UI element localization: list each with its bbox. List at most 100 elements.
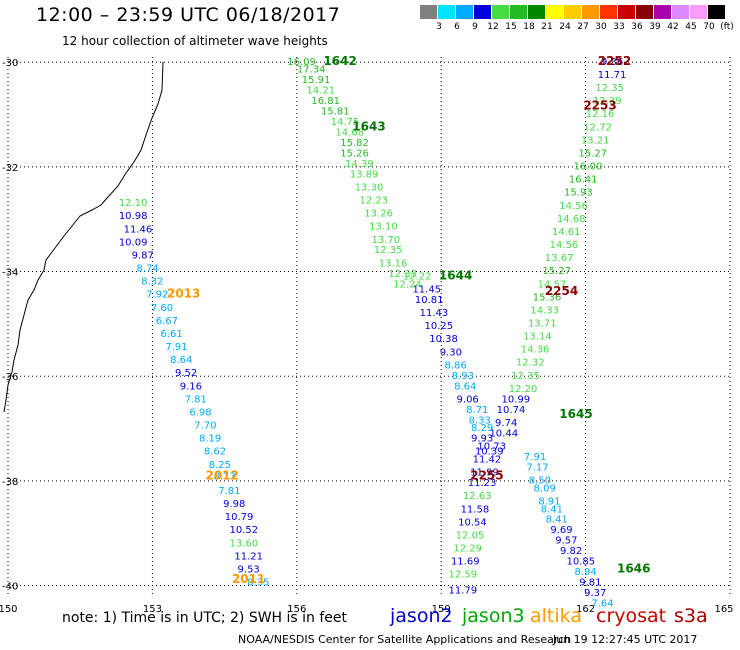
wave-height-value: 8.35	[247, 578, 269, 589]
scale-label: 18	[523, 22, 535, 32]
wave-height-value: 12.20	[509, 384, 538, 395]
wave-height-value: 9.57	[555, 536, 577, 547]
wave-height-value: 9.52	[175, 368, 197, 379]
wave-height-value: 8.50	[529, 475, 551, 486]
page-title: 12:00 – 23:59 UTC 06/18/2017	[36, 4, 341, 26]
wave-height-value: 9.16	[180, 381, 202, 392]
wave-height-value: 13.70	[372, 235, 401, 246]
lon-tick-label: 150	[0, 604, 18, 615]
wave-height-value: 12.33	[388, 269, 417, 280]
scale-label: (ft)	[720, 22, 734, 32]
wave-height-value: 8.94	[574, 567, 596, 578]
wave-height-value: 14.56	[559, 201, 588, 212]
wave-height-value: 6.98	[189, 407, 211, 418]
wave-height-value: 14.39	[345, 159, 374, 170]
scale-label: 12	[487, 22, 499, 32]
wave-height-value: 9.53	[238, 564, 260, 575]
wave-height-value: 12.35	[374, 245, 403, 256]
legend-cryosat: cryosat	[596, 605, 667, 627]
wave-height-value: 9.82	[560, 546, 582, 557]
wave-height-value: 10.73	[477, 441, 506, 452]
wave-height-value: 10.98	[119, 211, 148, 222]
wave-height-value: 9.87	[132, 250, 154, 261]
scale-label: 42	[667, 22, 679, 32]
wave-height-value: 15.82	[340, 138, 369, 149]
wave-height-value: 12.72	[583, 122, 612, 133]
orbit-label: 2254	[545, 284, 578, 298]
scale-swatch	[564, 5, 581, 19]
page-subtitle: 12 hour collection of altimeter wave hei…	[62, 34, 328, 48]
lon-tick-label: 165	[714, 604, 733, 615]
scale-swatch	[582, 5, 599, 19]
wave-height-value: 7.81	[218, 486, 240, 497]
wave-height-value: 10.39	[475, 447, 504, 458]
wave-height-value: 11.45	[412, 284, 441, 295]
scale-label: 45	[685, 22, 697, 32]
wave-height-value: 10.25	[424, 321, 453, 332]
wave-height-value: 10.44	[489, 428, 518, 439]
wave-height-value: 8.86	[445, 360, 467, 371]
lat-tick-label: -30	[2, 58, 18, 69]
wave-height-value: 13.16	[379, 258, 408, 269]
wave-height-value: 8.74	[136, 264, 158, 275]
lat-tick-label: -34	[2, 268, 18, 279]
wave-height-value: 17.34	[297, 65, 326, 76]
wave-height-value: 12.29	[453, 544, 482, 555]
wave-height-value: 15.26	[340, 148, 369, 159]
wave-height-value: 16.09	[287, 57, 316, 68]
wave-height-value: 7.91	[524, 452, 546, 463]
map-grid	[7, 57, 731, 596]
scale-swatch	[654, 5, 671, 19]
wave-height-value: 8.93	[452, 371, 474, 382]
scale-swatch	[492, 5, 509, 19]
wave-height-value: 13.21	[581, 135, 610, 146]
legend-jason3: jason3	[462, 605, 525, 627]
note-text: note: 1) Time is in UTC; 2) SWH is in fe…	[62, 610, 348, 626]
wave-height-value: 12.32	[516, 358, 545, 369]
wave-height-value: 11.58	[461, 504, 490, 515]
wave-height-value: 14.33	[530, 305, 559, 316]
wave-height-value: 16.41	[569, 175, 598, 186]
wave-height-value: 8.09	[534, 483, 556, 494]
wave-height-value: 15.27	[578, 148, 607, 159]
wave-height-value: 6.61	[161, 329, 183, 340]
wave-height-value: 8.62	[204, 447, 226, 458]
legend-jason2: jason2	[390, 605, 453, 627]
wave-height-value: 10.54	[458, 517, 487, 528]
wave-height-value: 11.43	[420, 308, 449, 319]
wave-height-value: 8.73	[213, 471, 235, 482]
lon-tick-label: 153	[143, 604, 162, 615]
wave-height-value: 11.99	[470, 468, 499, 479]
wave-height-value: 6.67	[156, 316, 178, 327]
wave-height-value: 8.64	[170, 355, 192, 366]
wave-height-value: 13.10	[369, 222, 398, 233]
scale-swatch	[510, 5, 527, 19]
wave-height-value: 11.23	[468, 478, 497, 489]
orbit-labels: 1642 1643 1644 1645 1646 2252 2253 2254 2255 2013…	[167, 54, 650, 586]
wave-height-value: 12.22	[403, 271, 432, 282]
wave-height-value: 10.85	[566, 557, 595, 568]
orbit-label: 2012	[205, 468, 238, 482]
scale-swatch	[456, 5, 473, 19]
wave-height-value: 14.61	[552, 227, 581, 238]
orbit-label: 2252	[598, 54, 631, 68]
wave-height-value: 7.60	[151, 303, 173, 314]
orbit-label: 1642	[323, 54, 356, 68]
scale-label: 33	[613, 22, 625, 32]
orbit-label: 2013	[167, 287, 200, 301]
wave-height-value: 11.79	[449, 585, 478, 596]
wave-height-value: 15.93	[564, 188, 593, 199]
scale-label: 21	[541, 22, 553, 32]
wave-height-value: 10.79	[225, 512, 254, 523]
lon-tick-label: 156	[287, 604, 306, 615]
lat-tick-label: -36	[2, 372, 18, 383]
scale-label: 70	[703, 22, 715, 32]
wave-height-value: 8.41	[546, 515, 568, 526]
wave-height-value: 8.71	[466, 405, 488, 416]
scale-label: 24	[559, 22, 571, 32]
wave-height-value: 8.29	[471, 423, 493, 434]
wave-height-value: 12.24	[393, 279, 422, 290]
scale-swatch	[546, 5, 563, 19]
wave-height-value: 12.16	[586, 109, 615, 120]
wave-height-value: 13.60	[230, 538, 259, 549]
